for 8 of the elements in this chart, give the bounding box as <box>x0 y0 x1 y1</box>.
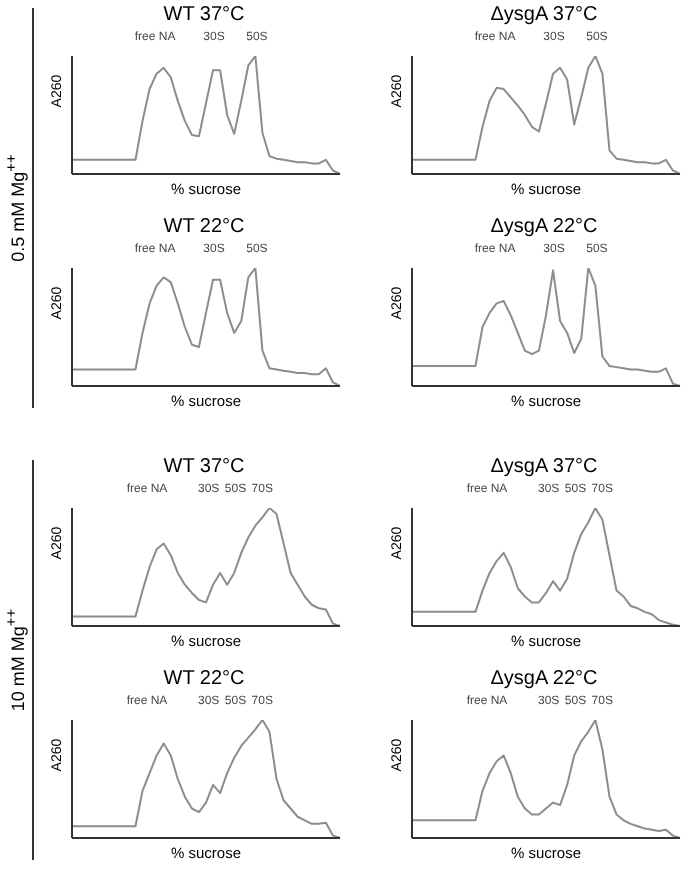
chart-title: WT 22°C <box>161 216 247 238</box>
chart-title: ΔysgA 22°C <box>488 216 600 238</box>
chart-title: WT 37°C <box>161 456 247 478</box>
chart-title: ΔysgA 37°C <box>488 4 600 26</box>
chart-title: WT 22°C <box>161 668 247 690</box>
chart-title: ΔysgA 22°C <box>488 668 600 690</box>
chart-title: WT 37°C <box>161 4 247 26</box>
chart-title: ΔysgA 37°C <box>488 456 600 478</box>
